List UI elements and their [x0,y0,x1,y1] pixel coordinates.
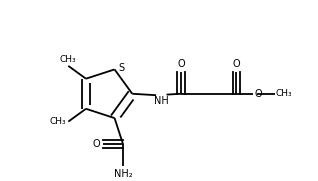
Text: O: O [232,59,240,69]
Text: S: S [118,63,124,73]
Text: NH₂: NH₂ [114,169,132,179]
Text: CH₃: CH₃ [276,89,293,98]
Text: O: O [177,59,185,69]
Text: NH: NH [154,96,169,106]
Text: O: O [93,139,100,149]
Text: O: O [254,89,262,99]
Text: CH₃: CH₃ [60,54,77,64]
Text: CH₃: CH₃ [49,117,66,126]
